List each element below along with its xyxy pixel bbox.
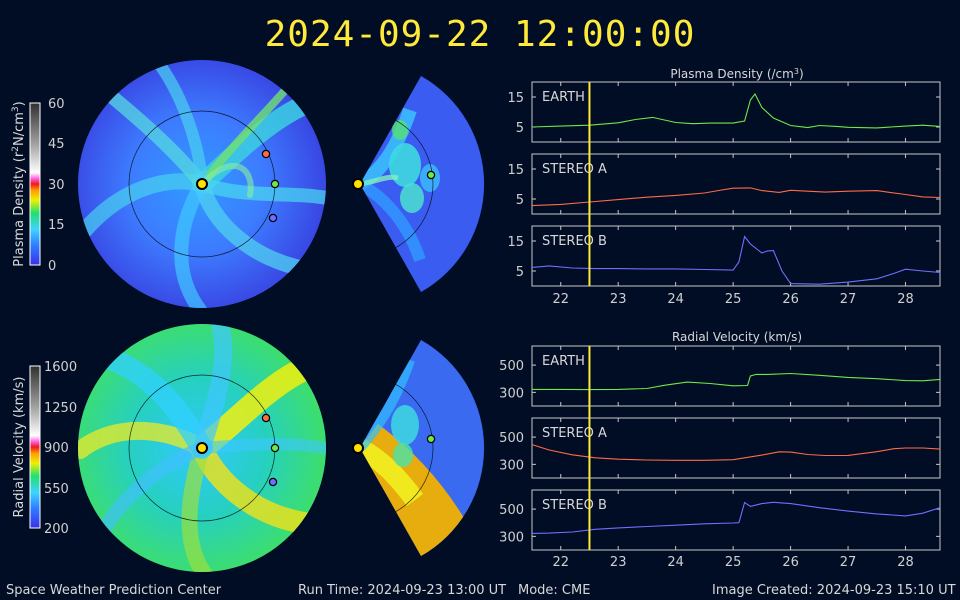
x-tick-label: 23 [610, 292, 627, 307]
y-tick-label: 5 [516, 193, 524, 208]
density-colorbar-tick: 45 [48, 137, 65, 152]
panel-frame [531, 345, 941, 407]
density-colorbar-tick: 30 [48, 178, 65, 193]
series-line [531, 92, 941, 129]
earth-marker [270, 179, 280, 189]
series-line [531, 187, 941, 207]
density-chart-title: Plasma Density (/cm3) [670, 67, 803, 82]
x-tick-label: 24 [667, 555, 684, 570]
stereo-b-marker [268, 213, 278, 223]
y-tick-label: 15 [507, 163, 524, 178]
panel-name: STEREO A [542, 426, 607, 441]
sun-marker [352, 178, 364, 190]
panel-stereo-a: 300 500 STEREO A [499, 417, 941, 479]
x-tick-label: 24 [667, 292, 684, 307]
density-colorbar-tick: 60 [48, 97, 65, 112]
x-tick-label: 27 [840, 292, 857, 307]
stereo-a-marker [261, 413, 271, 423]
footer-center-name: Space Weather Prediction Center [6, 583, 222, 598]
y-tick-label: 500 [499, 431, 524, 446]
density-colorbar-tick: 15 [48, 218, 65, 233]
y-tick-label: 5 [516, 265, 524, 280]
velocity-meridional-map [352, 340, 485, 556]
stereo-b-marker [268, 477, 278, 487]
timestamp-title: 2024-09-22 12:00:00 [264, 14, 696, 55]
density-meridional-map [352, 76, 485, 292]
y-tick-label: 15 [507, 235, 524, 250]
velocity-chart-title: Radial Velocity (km/s) [672, 330, 802, 344]
y-tick-label: 300 [499, 530, 524, 545]
footer-image-created: Image Created: 2024-09-23 15:10 UT [712, 583, 956, 598]
density-colorbar: 60 45 30 15 0 Plasma Density (r2N/cm3) [11, 97, 65, 274]
density-colorbar-tick: 0 [48, 259, 56, 274]
y-tick-label: 500 [499, 359, 524, 374]
panel-name: EARTH [542, 354, 585, 369]
panel-stereo-a: 5 15 STEREO A [507, 153, 941, 215]
x-tick-label: 25 [725, 292, 742, 307]
panel-stereo-b: 5 15 STEREO B [507, 225, 941, 287]
velocity-colorbar-tick: 1600 [44, 360, 77, 375]
x-tick-label: 25 [725, 555, 742, 570]
density-ecliptic-map [78, 60, 326, 308]
velocity-colorbar-tick: 200 [44, 522, 69, 537]
earth-marker [426, 170, 436, 180]
y-tick-label: 500 [499, 503, 524, 518]
footer-mode: Mode: CME [518, 583, 591, 598]
sun-marker [196, 442, 208, 454]
velocity-colorbar: 1600 1250 900 550 200 Radial Velocity (k… [12, 360, 77, 537]
panel-stereo-b: 300 500 STEREO B [499, 489, 941, 551]
panel-earth: 5 15 EARTH [507, 81, 941, 143]
velocity-colorbar-label: Radial Velocity (km/s) [12, 377, 27, 518]
panel-frame [531, 225, 941, 287]
panel-name: STEREO B [542, 498, 607, 513]
x-tick-label: 26 [782, 292, 799, 307]
series-line [531, 235, 941, 285]
x-tick-label: 22 [552, 292, 569, 307]
velocity-colorbar-tick: 900 [44, 441, 69, 456]
y-tick-label: 15 [507, 91, 524, 106]
series-line [531, 501, 941, 534]
earth-marker [426, 434, 436, 444]
series-line [531, 444, 941, 461]
panel-frame [531, 489, 941, 551]
velocity-colorbar-tick: 550 [44, 482, 69, 497]
x-tick-label: 22 [552, 555, 569, 570]
earth-marker [270, 443, 280, 453]
panel-frame [531, 81, 941, 143]
sun-marker [352, 442, 364, 454]
panel-earth: 300 500 EARTH [499, 345, 941, 407]
sun-marker [196, 178, 208, 190]
panel-name: STEREO A [542, 162, 607, 177]
y-tick-label: 5 [516, 121, 524, 136]
velocity-colorbar-tick: 1250 [44, 401, 77, 416]
series-line [532, 372, 941, 391]
panel-name: STEREO B [542, 234, 607, 249]
x-tick-label: 23 [610, 555, 627, 570]
footer-run-time: Run Time: 2024-09-23 13:00 UT [298, 583, 507, 598]
y-tick-label: 300 [499, 386, 524, 401]
velocity-ecliptic-map [78, 324, 326, 572]
x-tick-label: 27 [840, 555, 857, 570]
stereo-a-marker [261, 149, 271, 159]
x-tick-label: 28 [897, 555, 914, 570]
panel-frame [531, 153, 941, 215]
y-tick-label: 300 [499, 458, 524, 473]
panel-name: EARTH [542, 90, 585, 105]
x-tick-label: 26 [782, 555, 799, 570]
panel-frame [531, 417, 941, 479]
time-series-charts: Plasma Density (/cm3) Radial Velocity (k… [499, 67, 941, 570]
x-tick-label: 28 [897, 292, 914, 307]
density-colorbar-label: Plasma Density (r2N/cm3) [11, 101, 27, 266]
